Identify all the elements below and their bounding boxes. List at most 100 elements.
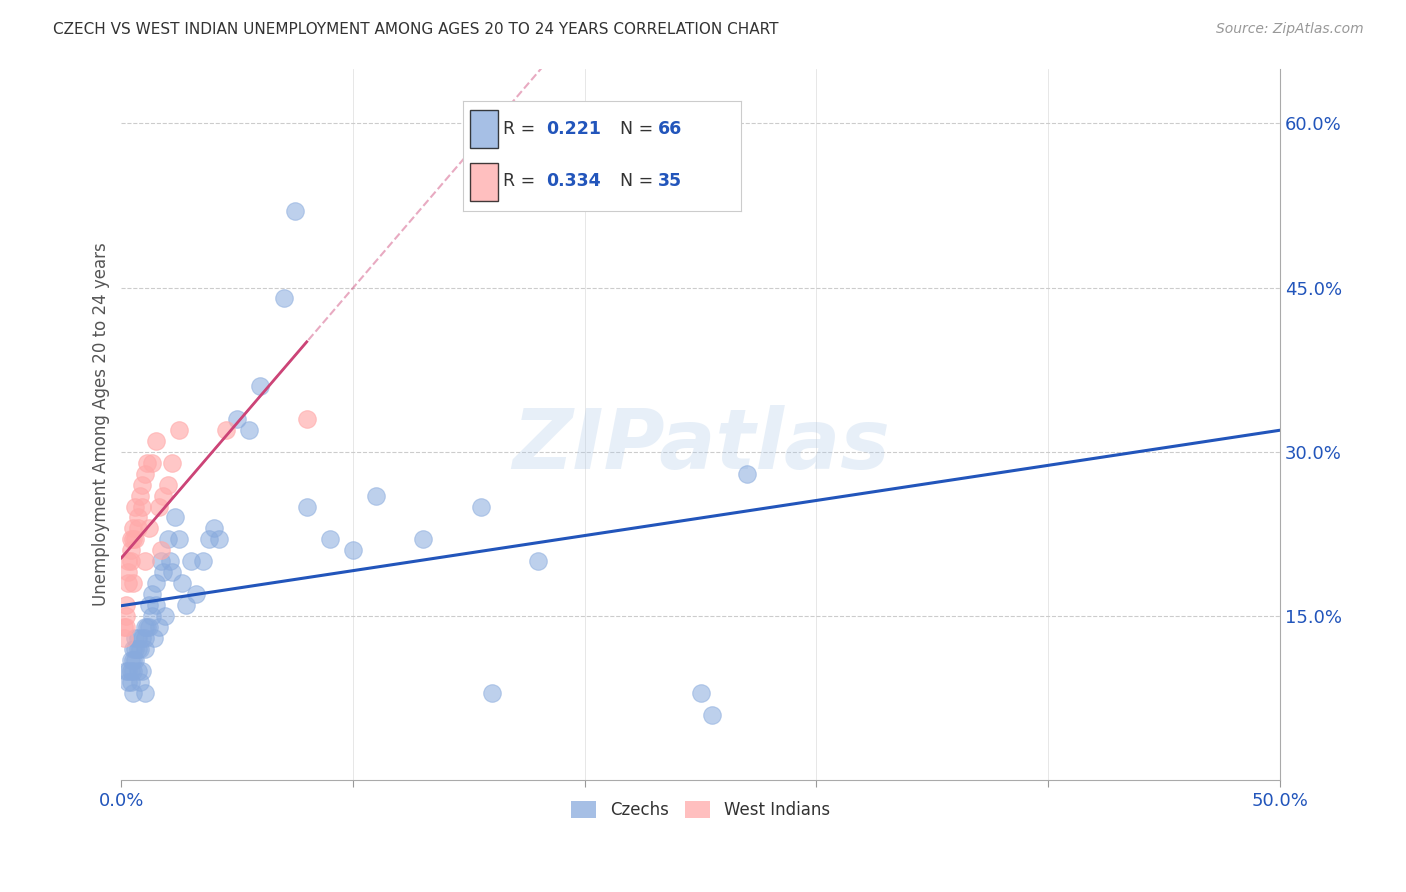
Point: [470, 500, 492, 514]
Point: [131, 500, 153, 514]
Point: [215, 423, 238, 437]
Point: [142, 631, 165, 645]
Point: [191, 554, 214, 568]
Point: [138, 620, 160, 634]
Point: [198, 533, 221, 547]
Point: [184, 587, 207, 601]
Point: [176, 598, 198, 612]
Point: [295, 412, 318, 426]
Point: [120, 674, 142, 689]
Point: [122, 664, 145, 678]
Point: [120, 554, 142, 568]
Point: [134, 641, 156, 656]
Point: [170, 576, 193, 591]
Point: [238, 423, 260, 437]
Point: [702, 707, 724, 722]
Point: [124, 533, 146, 547]
Point: [169, 533, 191, 547]
Point: [124, 653, 146, 667]
Point: [135, 620, 157, 634]
Point: [134, 686, 156, 700]
Point: [138, 598, 160, 612]
Point: [162, 566, 184, 580]
Point: [117, 664, 139, 678]
Point: [122, 641, 145, 656]
Point: [141, 587, 163, 601]
Text: ZIPatlas: ZIPatlas: [512, 405, 890, 486]
Point: [152, 566, 174, 580]
Point: [131, 477, 153, 491]
Point: [122, 653, 145, 667]
Point: [412, 533, 434, 547]
Point: [117, 674, 139, 689]
Point: [180, 554, 202, 568]
Point: [131, 631, 153, 645]
Point: [689, 686, 711, 700]
Point: [148, 500, 170, 514]
Point: [129, 674, 152, 689]
Point: [149, 543, 172, 558]
Point: [131, 664, 153, 678]
Point: [120, 543, 142, 558]
Point: [141, 456, 163, 470]
Point: [163, 510, 186, 524]
Point: [145, 598, 167, 612]
Point: [152, 489, 174, 503]
Point: [162, 456, 184, 470]
Point: [129, 489, 152, 503]
Point: [115, 609, 138, 624]
Point: [120, 664, 142, 678]
Point: [145, 576, 167, 591]
Point: [156, 533, 179, 547]
Point: [117, 554, 139, 568]
Point: [295, 500, 318, 514]
Point: [149, 554, 172, 568]
Point: [112, 620, 135, 634]
Point: [122, 686, 145, 700]
Point: [124, 641, 146, 656]
Point: [122, 576, 145, 591]
Point: [120, 533, 142, 547]
Point: [226, 412, 249, 426]
Point: [124, 631, 146, 645]
Text: CZECH VS WEST INDIAN UNEMPLOYMENT AMONG AGES 20 TO 24 YEARS CORRELATION CHART: CZECH VS WEST INDIAN UNEMPLOYMENT AMONG …: [53, 22, 779, 37]
Point: [145, 434, 167, 448]
Point: [115, 664, 138, 678]
Point: [134, 631, 156, 645]
Point: [122, 533, 145, 547]
Point: [127, 510, 149, 524]
Point: [527, 554, 550, 568]
Point: [115, 598, 138, 612]
Point: [202, 521, 225, 535]
Point: [169, 423, 191, 437]
Point: [319, 533, 342, 547]
Text: Source: ZipAtlas.com: Source: ZipAtlas.com: [1216, 22, 1364, 37]
Point: [117, 566, 139, 580]
Point: [135, 456, 157, 470]
Point: [134, 620, 156, 634]
Point: [148, 620, 170, 634]
Point: [112, 631, 135, 645]
Point: [115, 620, 138, 634]
Point: [735, 467, 758, 481]
Point: [138, 521, 160, 535]
Point: [134, 467, 156, 481]
Point: [127, 521, 149, 535]
Point: [159, 554, 181, 568]
Point: [120, 653, 142, 667]
Point: [156, 477, 179, 491]
Point: [124, 500, 146, 514]
Point: [366, 489, 388, 503]
Point: [127, 664, 149, 678]
Point: [481, 686, 503, 700]
Point: [284, 203, 307, 218]
Y-axis label: Unemployment Among Ages 20 to 24 years: Unemployment Among Ages 20 to 24 years: [93, 243, 110, 607]
Point: [208, 533, 231, 547]
Point: [122, 521, 145, 535]
Point: [155, 609, 177, 624]
Point: [129, 641, 152, 656]
Point: [273, 292, 295, 306]
Point: [141, 609, 163, 624]
Point: [342, 543, 364, 558]
Point: [117, 576, 139, 591]
